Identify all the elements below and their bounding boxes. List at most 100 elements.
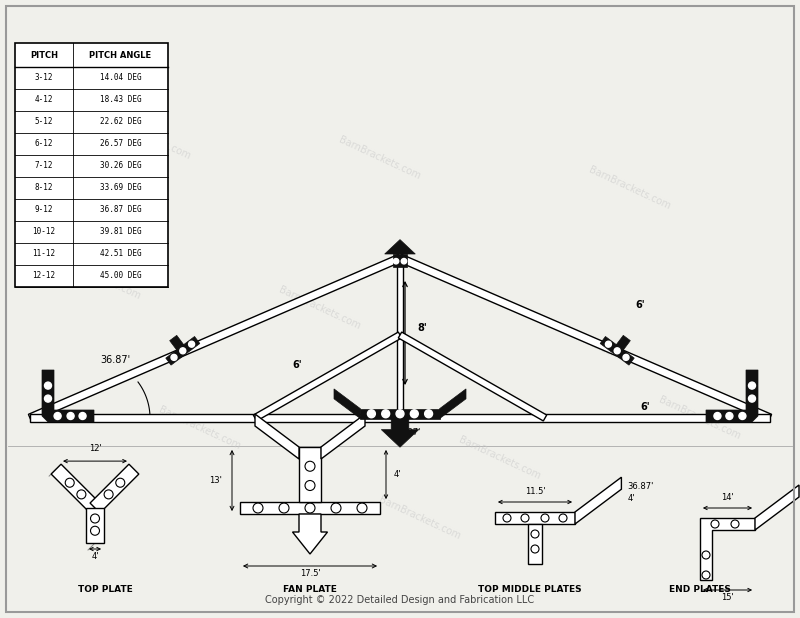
Text: 36.87': 36.87' xyxy=(627,481,654,491)
Text: 11-12: 11-12 xyxy=(33,250,55,258)
Text: BarnBrackets.com: BarnBrackets.com xyxy=(587,164,673,211)
Circle shape xyxy=(382,410,390,418)
Text: 33.69 DEG: 33.69 DEG xyxy=(100,184,142,192)
Circle shape xyxy=(410,410,418,418)
Text: 30.26 DEG: 30.26 DEG xyxy=(100,161,142,171)
Polygon shape xyxy=(51,464,100,513)
Text: 7-12: 7-12 xyxy=(34,161,54,171)
Text: BarnBrackets.com: BarnBrackets.com xyxy=(58,255,142,302)
Polygon shape xyxy=(254,332,402,421)
Text: BarnBrackets.com: BarnBrackets.com xyxy=(538,315,622,362)
Text: 36.87': 36.87' xyxy=(100,355,130,365)
Circle shape xyxy=(749,382,755,389)
Text: 8-12: 8-12 xyxy=(34,184,54,192)
Polygon shape xyxy=(86,508,104,543)
Polygon shape xyxy=(321,414,365,459)
Text: TOP MIDDLE PLATES: TOP MIDDLE PLATES xyxy=(478,585,582,595)
Bar xyxy=(528,524,542,564)
Text: 3-12: 3-12 xyxy=(34,74,54,82)
Circle shape xyxy=(606,341,611,347)
Circle shape xyxy=(714,412,721,420)
Text: TOP PLATE: TOP PLATE xyxy=(78,585,132,595)
Text: 6-12: 6-12 xyxy=(34,140,54,148)
Polygon shape xyxy=(29,255,402,421)
Circle shape xyxy=(425,410,433,418)
Text: 8': 8' xyxy=(417,323,427,333)
Polygon shape xyxy=(440,389,466,418)
Circle shape xyxy=(726,412,733,420)
Text: 42.51 DEG: 42.51 DEG xyxy=(100,250,142,258)
Text: Copyright © 2022 Detailed Design and Fabrication LLC: Copyright © 2022 Detailed Design and Fab… xyxy=(266,595,534,605)
Text: 12': 12' xyxy=(89,444,102,453)
Circle shape xyxy=(171,354,177,360)
Polygon shape xyxy=(382,418,418,447)
Circle shape xyxy=(79,412,86,420)
Polygon shape xyxy=(255,414,299,459)
Polygon shape xyxy=(398,332,546,421)
Bar xyxy=(495,512,575,524)
Text: 36.87': 36.87' xyxy=(394,428,420,437)
Polygon shape xyxy=(293,514,327,554)
Bar xyxy=(299,447,321,502)
Text: 36.87 DEG: 36.87 DEG xyxy=(100,206,142,214)
Polygon shape xyxy=(334,389,360,418)
Polygon shape xyxy=(393,254,407,266)
Circle shape xyxy=(623,354,629,360)
Text: 22.62 DEG: 22.62 DEG xyxy=(100,117,142,127)
Text: BarnBrackets.com: BarnBrackets.com xyxy=(158,405,242,451)
Circle shape xyxy=(45,382,51,389)
Text: BarnBrackets.com: BarnBrackets.com xyxy=(458,434,542,481)
Circle shape xyxy=(367,410,375,418)
Text: 18.43 DEG: 18.43 DEG xyxy=(100,96,142,104)
Polygon shape xyxy=(170,336,184,350)
Text: 15': 15' xyxy=(721,593,734,602)
Text: 14': 14' xyxy=(721,493,734,502)
Text: 4': 4' xyxy=(627,494,635,502)
Text: 6': 6' xyxy=(640,402,650,412)
Circle shape xyxy=(45,395,51,402)
Polygon shape xyxy=(90,464,139,513)
Polygon shape xyxy=(166,336,200,365)
Text: 6': 6' xyxy=(635,300,645,310)
Text: PITCH: PITCH xyxy=(30,51,58,59)
Circle shape xyxy=(180,348,186,353)
Text: 45.00 DEG: 45.00 DEG xyxy=(100,271,142,281)
Text: 4-12: 4-12 xyxy=(34,96,54,104)
Text: 11.5': 11.5' xyxy=(525,487,546,496)
Bar xyxy=(240,502,380,514)
Text: BarnBrackets.com: BarnBrackets.com xyxy=(658,395,742,441)
Text: 9-12: 9-12 xyxy=(34,206,54,214)
Circle shape xyxy=(402,258,406,264)
Text: 12-12: 12-12 xyxy=(33,271,55,281)
Text: 4': 4' xyxy=(91,552,98,561)
Text: END PLATES: END PLATES xyxy=(669,585,731,595)
Text: BarnBrackets.com: BarnBrackets.com xyxy=(278,285,362,331)
Text: PITCH ANGLE: PITCH ANGLE xyxy=(90,51,151,59)
Circle shape xyxy=(189,341,194,347)
Polygon shape xyxy=(616,336,630,350)
Text: 10-12: 10-12 xyxy=(33,227,55,237)
Polygon shape xyxy=(755,485,799,530)
Text: BarnBrackets.com: BarnBrackets.com xyxy=(107,115,193,161)
Circle shape xyxy=(67,412,74,420)
Bar xyxy=(15,43,168,287)
Text: 6': 6' xyxy=(293,360,302,371)
Polygon shape xyxy=(30,414,770,422)
Circle shape xyxy=(739,412,746,420)
Circle shape xyxy=(54,412,61,420)
Polygon shape xyxy=(575,477,622,524)
Text: 5-12: 5-12 xyxy=(34,117,54,127)
Polygon shape xyxy=(397,258,403,418)
Text: FAN PLATE: FAN PLATE xyxy=(283,585,337,595)
Polygon shape xyxy=(360,408,440,418)
Text: BarnBrackets.com: BarnBrackets.com xyxy=(378,494,462,541)
Text: 17.5': 17.5' xyxy=(300,569,320,578)
Polygon shape xyxy=(42,370,94,422)
Circle shape xyxy=(394,258,398,264)
Polygon shape xyxy=(600,336,634,365)
Circle shape xyxy=(396,410,404,418)
Text: BarnBrackets.com: BarnBrackets.com xyxy=(338,135,422,181)
Polygon shape xyxy=(398,255,771,421)
Polygon shape xyxy=(706,370,758,422)
Text: 4': 4' xyxy=(394,470,402,479)
